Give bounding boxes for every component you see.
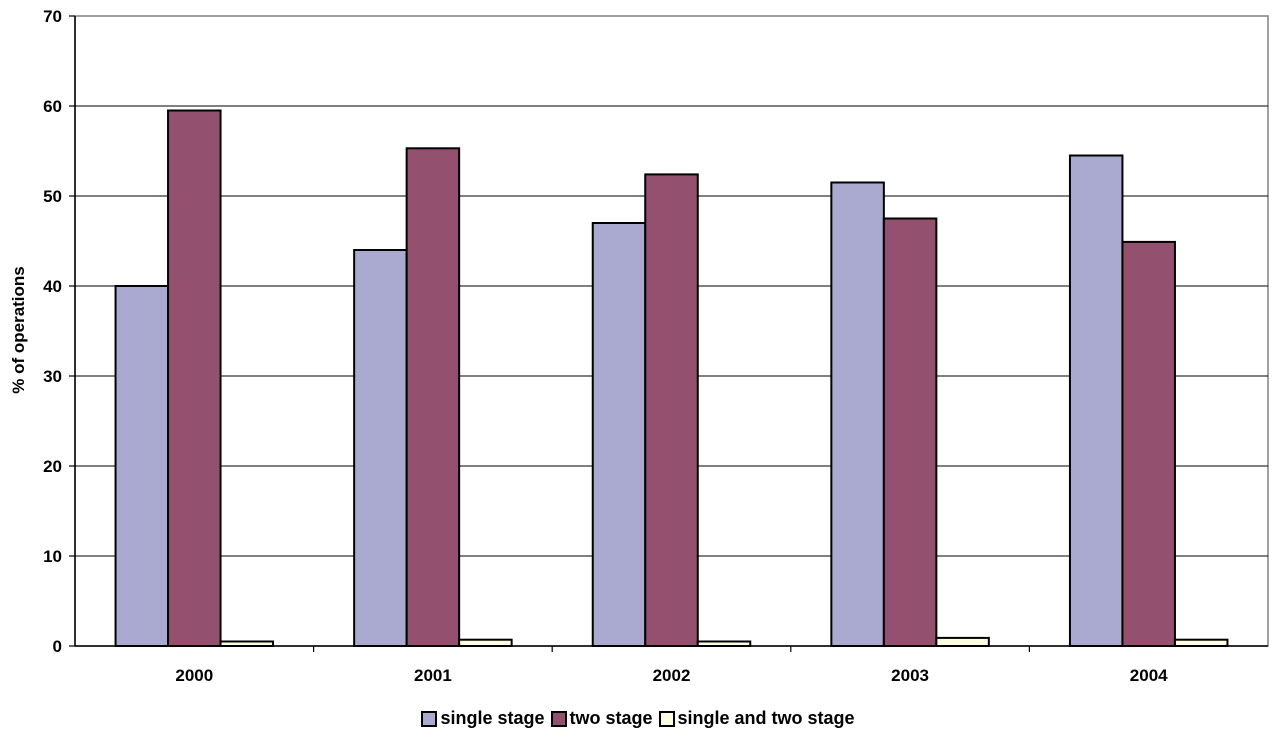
y-tick-label: 0	[53, 637, 62, 656]
legend-item: single stage	[421, 708, 545, 729]
y-tick-label: 10	[43, 547, 62, 566]
x-tick-label: 2003	[891, 666, 929, 685]
bar-single-and-two-stage-2003	[935, 636, 990, 648]
y-tick-label: 60	[43, 97, 62, 116]
x-tick-label: 2002	[653, 666, 691, 685]
y-axis-title: % of operations	[9, 266, 28, 394]
bar-two-stage-2000	[167, 109, 222, 647]
y-tick-label: 30	[43, 367, 62, 386]
bar-two-stage-2001	[405, 147, 461, 648]
bar-single-and-two-stage-2001	[458, 638, 513, 648]
bar-single-stage-2004	[1068, 154, 1124, 647]
legend-item: two stage	[550, 708, 653, 729]
y-tick-label: 50	[43, 187, 62, 206]
bar-two-stage-2002	[644, 173, 699, 647]
bar-single-stage-2003	[830, 181, 885, 647]
y-tick-label: 20	[43, 457, 62, 476]
x-tick-label: 2004	[1130, 666, 1168, 685]
x-tick-label: 2000	[175, 666, 213, 685]
legend-label: two stage	[569, 708, 653, 728]
legend-label: single and two stage	[677, 708, 855, 728]
y-tick-label: 40	[43, 277, 62, 296]
bar-single-stage-2002	[591, 222, 647, 647]
legend-swatch	[550, 710, 567, 727]
y-tick-label: 70	[43, 7, 62, 26]
bar-single-stage-2000	[114, 285, 170, 647]
legend-label: single stage	[440, 708, 545, 728]
bar-single-and-two-stage-2004	[1173, 638, 1229, 648]
legend-item: single and two stage	[658, 708, 855, 729]
bar-single-stage-2001	[353, 249, 408, 647]
bars	[114, 109, 1229, 648]
bar-two-stage-2004	[1121, 240, 1176, 647]
bar-two-stage-2003	[882, 217, 938, 647]
legend: single stage two stage single and two stag…	[0, 708, 1276, 729]
legend-swatch	[658, 710, 675, 727]
axes: 0 10 20 30 40 50 60 70 2000 2001 2002 2003 2004	[43, 7, 1268, 685]
legend-swatch	[421, 710, 438, 727]
x-tick-label: 2001	[414, 666, 452, 685]
